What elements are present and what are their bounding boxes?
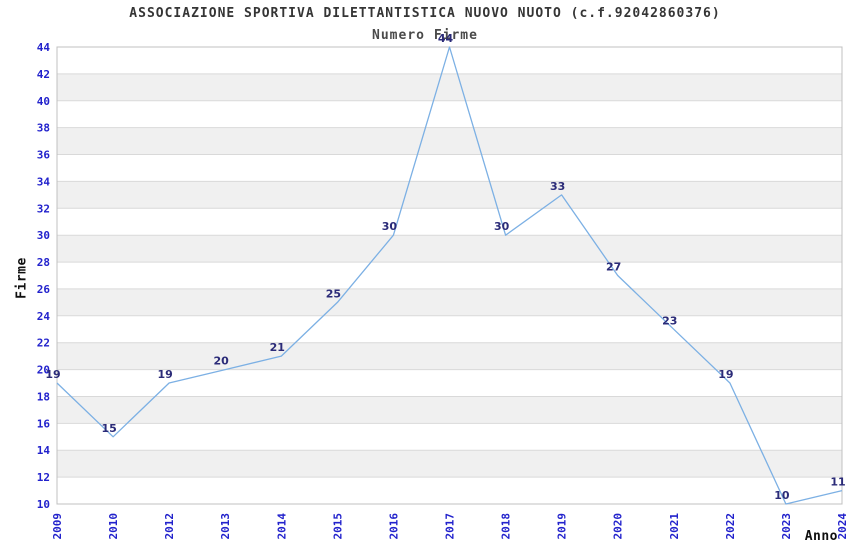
x-tick-label: 2023 [780, 513, 793, 540]
x-tick-label: 2024 [836, 513, 849, 540]
plot-band [57, 423, 842, 451]
x-tick-label: 2014 [275, 513, 288, 540]
y-tick-label: 24 [37, 310, 51, 323]
data-line [56, 46, 843, 505]
plot-band [57, 235, 842, 263]
y-tick-label: 16 [37, 417, 51, 430]
data-point-label: 33 [550, 180, 565, 193]
x-tick-label: 2013 [219, 513, 232, 540]
plot-band [57, 154, 842, 182]
data-point-label: 19 [157, 368, 172, 381]
plot-band [57, 477, 842, 504]
plot-band [57, 127, 842, 155]
plot-band [57, 208, 842, 236]
y-tick-label: 44 [37, 41, 51, 54]
plot-band [57, 342, 842, 370]
chart-subtitle: Numero Firme [372, 28, 478, 43]
x-tick-label: 2009 [51, 513, 64, 540]
x-tick-label: 2017 [444, 513, 457, 540]
plot-band [57, 73, 842, 101]
y-tick-label: 34 [37, 175, 51, 188]
y-tick-label: 20 [37, 364, 50, 377]
data-point-label: 27 [606, 261, 621, 274]
plot-band [57, 315, 842, 343]
y-tick-label: 28 [37, 256, 50, 269]
x-tick-label: 2022 [724, 513, 737, 540]
y-tick-label: 18 [37, 391, 50, 404]
y-tick-label: 36 [37, 149, 51, 162]
x-tick-label: 2018 [500, 513, 513, 540]
data-point-label: 44 [438, 32, 454, 45]
data-point-label: 15 [101, 422, 116, 435]
data-point-label: 25 [326, 287, 341, 300]
data-point-label: 30 [382, 220, 398, 233]
plot-band [57, 450, 842, 478]
y-tick-label: 14 [37, 444, 51, 457]
x-tick-label: 2016 [387, 513, 400, 540]
plot-band [57, 181, 842, 209]
plot-band [57, 262, 842, 289]
plot-band [57, 369, 842, 397]
x-tick-label: 2021 [668, 513, 681, 540]
data-point-label: 20 [214, 355, 230, 368]
x-tick-label: 2020 [612, 513, 625, 540]
data-point-label: 11 [830, 476, 845, 489]
y-tick-label: 30 [37, 229, 50, 242]
y-tick-label: 40 [37, 95, 50, 108]
chart-title: ASSOCIAZIONE SPORTIVA DILETTANTISTICA NU… [129, 6, 721, 21]
y-tick-label: 42 [37, 68, 50, 81]
data-point-label: 10 [774, 489, 790, 502]
y-tick-label: 12 [37, 471, 50, 484]
plot-band [57, 396, 842, 424]
y-tick-label: 22 [37, 337, 50, 350]
x-tick-label: 2015 [331, 513, 344, 540]
plot-band [57, 100, 842, 128]
y-tick-label: 32 [37, 202, 50, 215]
plot-band [57, 288, 842, 316]
x-axis-title: Anno [804, 529, 838, 544]
y-tick-label: 10 [37, 498, 50, 511]
data-point-label: 21 [270, 341, 285, 354]
data-point-label: 19 [718, 368, 733, 381]
x-tick-label: 2019 [556, 513, 569, 540]
y-tick-label: 26 [37, 283, 51, 296]
data-point-label: 23 [662, 314, 677, 327]
data-point-label: 30 [494, 220, 510, 233]
x-tick-label: 2012 [163, 513, 176, 540]
x-tick-label: 2010 [107, 513, 120, 540]
plot-band [57, 47, 842, 74]
y-tick-label: 38 [37, 122, 50, 135]
data-point-label: 19 [45, 368, 60, 381]
